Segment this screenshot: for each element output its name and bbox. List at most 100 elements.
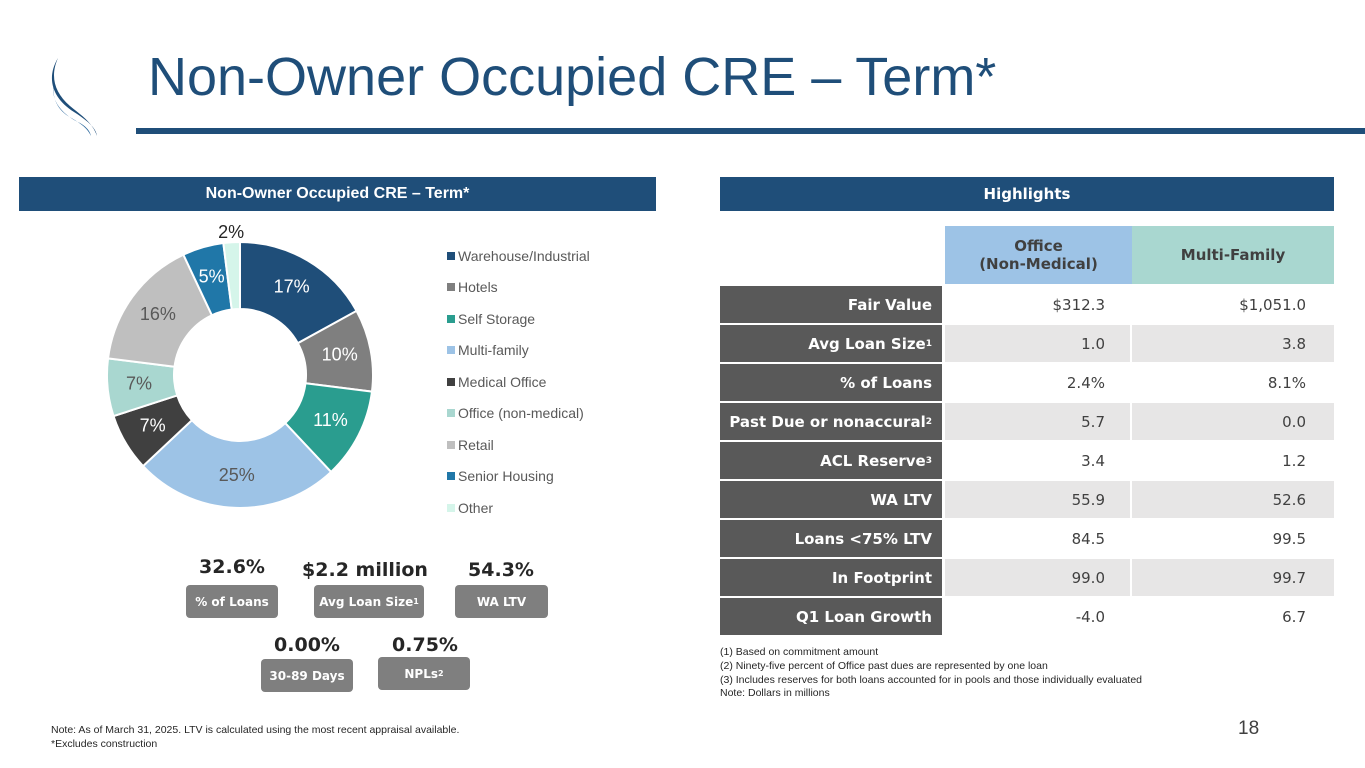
kpi-avg-loan-value: $2.2 million bbox=[302, 559, 428, 581]
row-label: % of Loans bbox=[720, 364, 942, 401]
kpi-30-89-value: 0.00% bbox=[274, 634, 340, 656]
highlights-table: Office (Non-Medical) Multi-Family Fair Va… bbox=[720, 226, 1334, 635]
data-label: 16% bbox=[140, 304, 176, 324]
cell-office: -4.0 bbox=[945, 598, 1130, 635]
col-header-office-label: Office (Non-Medical) bbox=[979, 237, 1098, 273]
cell-office: $312.3 bbox=[945, 286, 1130, 323]
legend-label: Hotels bbox=[458, 279, 498, 296]
legend-label: Multi-family bbox=[458, 342, 529, 359]
table-row: Past Due or nonaccural 2 5.7 0.0 bbox=[720, 403, 1334, 440]
chart-legend: Warehouse/Industrial Hotels Self Storage Mu… bbox=[447, 240, 590, 524]
chart-panel-header: Non-Owner Occupied CRE – Term* bbox=[19, 177, 656, 211]
cell-multifamily: 6.7 bbox=[1132, 598, 1334, 635]
data-label: 25% bbox=[219, 465, 255, 485]
kpi-avg-loan-tag: Avg Loan Size 1 bbox=[314, 585, 424, 618]
cell-multifamily: $1,051.0 bbox=[1132, 286, 1334, 323]
kpi-pct-loans-tag: % of Loans bbox=[186, 585, 278, 618]
cell-multifamily: 1.2 bbox=[1132, 442, 1334, 479]
donut-chart: 17% 10% 11% 25% 7% 7% 16% 5% 2% bbox=[106, 222, 374, 509]
cell-multifamily: 99.7 bbox=[1132, 559, 1334, 596]
cell-multifamily: 8.1% bbox=[1132, 364, 1334, 401]
cell-office: 3.4 bbox=[945, 442, 1130, 479]
table-row: % of Loans 2.4% 8.1% bbox=[720, 364, 1334, 401]
legend-item: Medical Office bbox=[447, 366, 590, 398]
company-logo bbox=[51, 58, 97, 136]
legend-item: Multi-family bbox=[447, 335, 590, 367]
col-header-office: Office (Non-Medical) bbox=[945, 226, 1132, 284]
note-line: Note: As of March 31, 2025. LTV is calcu… bbox=[51, 724, 460, 736]
kpi-avg-loan-label: Avg Loan Size bbox=[319, 594, 414, 609]
legend-swatch bbox=[447, 346, 455, 355]
kpi-pct-loans-value: 32.6% bbox=[199, 556, 265, 578]
kpi-npls-sup: 2 bbox=[438, 669, 444, 678]
legend-swatch bbox=[447, 472, 455, 481]
table-header-row: Office (Non-Medical) Multi-Family bbox=[720, 226, 1334, 284]
data-label: 7% bbox=[126, 373, 152, 393]
row-label: ACL Reserve 3 bbox=[720, 442, 942, 479]
row-label-sup: 3 bbox=[925, 455, 932, 466]
row-label: Past Due or nonaccural 2 bbox=[720, 403, 942, 440]
highlights-panel-header: Highlights bbox=[720, 177, 1334, 211]
row-label-sup: 2 bbox=[925, 416, 932, 427]
note-line: *Excludes construction bbox=[51, 737, 158, 750]
kpi-30-89-tag: 30-89 Days bbox=[261, 659, 353, 692]
col-header-multifamily: Multi-Family bbox=[1132, 226, 1334, 284]
legend-item: Hotels bbox=[447, 272, 590, 304]
table-body: Fair Value $312.3 $1,051.0 Avg Loan Size 1 1.… bbox=[720, 286, 1334, 635]
legend-swatch bbox=[447, 314, 455, 323]
kpi-npls-value: 0.75% bbox=[392, 634, 458, 656]
kpi-pct-loans-label: % of Loans bbox=[195, 594, 269, 609]
cell-office: 2.4% bbox=[945, 364, 1130, 401]
legend-label: Other bbox=[458, 499, 494, 516]
legend-swatch bbox=[447, 377, 455, 386]
cell-multifamily: 52.6 bbox=[1132, 481, 1334, 518]
cell-office: 1.0 bbox=[945, 325, 1130, 362]
footnote-line: (1) Based on commitment amount bbox=[720, 646, 879, 658]
row-label: Loans <75% LTV bbox=[720, 520, 942, 557]
kpi-npls-label: NPLs bbox=[404, 666, 439, 681]
legend-swatch bbox=[447, 503, 455, 512]
legend-label: Retail bbox=[458, 436, 494, 453]
table-row: Loans <75% LTV 84.5 99.5 bbox=[720, 520, 1334, 557]
kpi-wa-ltv-label: WA LTV bbox=[476, 594, 527, 609]
title-divider bbox=[136, 128, 1365, 134]
legend-item: Retail bbox=[447, 429, 590, 461]
legend-label: Office (non-medical) bbox=[458, 405, 584, 422]
footnote-line: Note: Dollars in millions bbox=[720, 687, 830, 700]
data-label: 17% bbox=[274, 276, 310, 296]
footnote-line: (3) Includes reserves for both loans acc… bbox=[720, 673, 1143, 686]
row-label-sup: 1 bbox=[925, 338, 932, 349]
slice-multi-family bbox=[141, 418, 333, 509]
cell-multifamily: 0.0 bbox=[1132, 403, 1334, 440]
legend-swatch bbox=[447, 251, 455, 260]
page-title: Non-Owner Occupied CRE – Term* bbox=[148, 47, 997, 107]
table-row: Avg Loan Size 1 1.0 3.8 bbox=[720, 325, 1334, 362]
cell-office: 99.0 bbox=[945, 559, 1130, 596]
legend-swatch bbox=[447, 283, 455, 292]
data-label: 10% bbox=[322, 345, 358, 365]
legend-label: Senior Housing bbox=[458, 468, 554, 485]
row-label: In Footprint bbox=[720, 559, 942, 596]
table-row: Fair Value $312.3 $1,051.0 bbox=[720, 286, 1334, 323]
legend-item: Senior Housing bbox=[447, 461, 590, 493]
legend-item: Office (non-medical) bbox=[447, 398, 590, 430]
row-label: WA LTV bbox=[720, 481, 942, 518]
legend-swatch bbox=[447, 440, 455, 449]
legend-item: Self Storage bbox=[447, 303, 590, 335]
table-row: In Footprint 99.0 99.7 bbox=[720, 559, 1334, 596]
legend-swatch bbox=[447, 409, 455, 418]
cell-office: 55.9 bbox=[945, 481, 1130, 518]
slice-other bbox=[222, 240, 241, 311]
data-label: 11% bbox=[313, 410, 348, 430]
legend-label: Self Storage bbox=[458, 310, 536, 327]
row-label: Fair Value bbox=[720, 286, 942, 323]
legend-item: Warehouse/Industrial bbox=[447, 240, 590, 272]
kpi-avg-loan-sup: 1 bbox=[413, 597, 419, 606]
cell-multifamily: 99.5 bbox=[1132, 520, 1334, 557]
table-row: Q1 Loan Growth -4.0 6.7 bbox=[720, 598, 1334, 635]
page-note: Note: As of March 31, 2025. LTV is calcu… bbox=[51, 724, 459, 752]
table-row: WA LTV 55.9 52.6 bbox=[720, 481, 1334, 518]
kpi-wa-ltv-value: 54.3% bbox=[468, 559, 534, 581]
legend-label: Medical Office bbox=[458, 373, 547, 390]
kpi-30-89-label: 30-89 Days bbox=[269, 668, 345, 683]
